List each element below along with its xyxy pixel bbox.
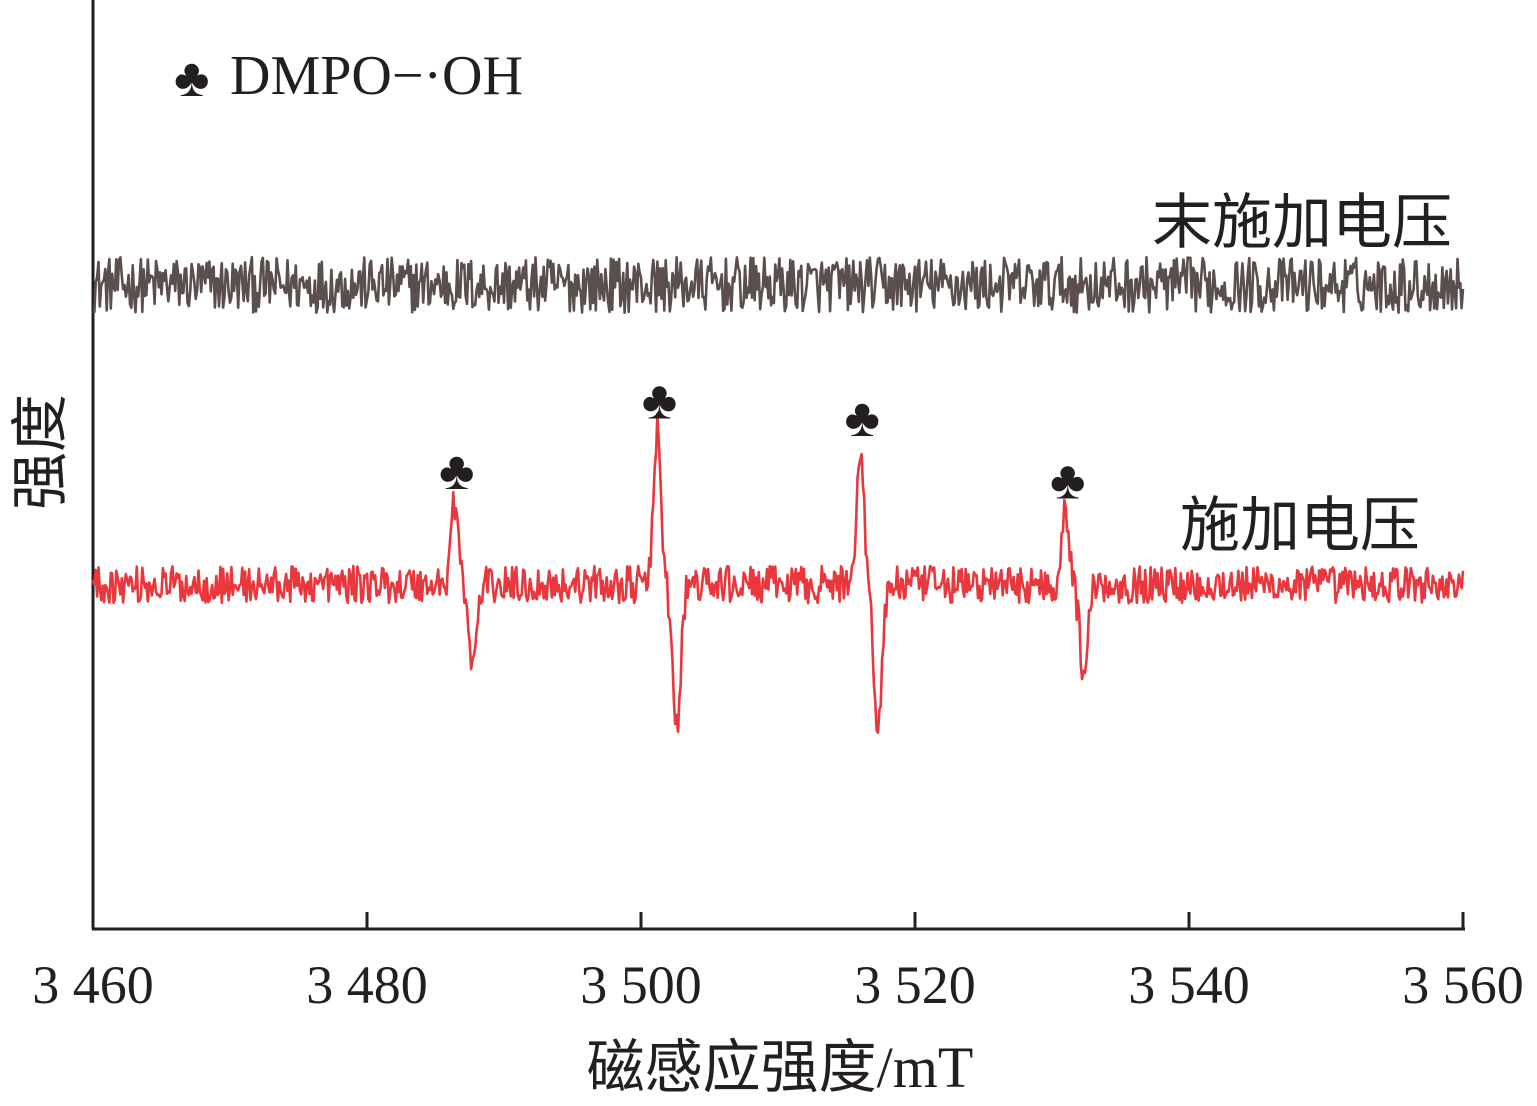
x-tick-label: 3 500 bbox=[580, 955, 702, 1015]
peak-marker-club-icon: ♣ bbox=[1050, 450, 1085, 510]
x-tick-label: 3 540 bbox=[1128, 955, 1250, 1015]
legend-label: DMPO−·OH bbox=[230, 45, 523, 107]
series-group bbox=[91, 255, 1465, 735]
legend: ♣ DMPO−·OH bbox=[174, 45, 523, 108]
x-tick-label: 3 480 bbox=[306, 955, 428, 1015]
series-label-no-voltage: 末施加电压 bbox=[1152, 190, 1452, 256]
peak-marker-club-icon: ♣ bbox=[844, 388, 879, 448]
series-line-1 bbox=[91, 412, 1465, 735]
legend-marker-icon: ♣ bbox=[174, 48, 209, 108]
y-axis-label: 强度 bbox=[8, 394, 73, 510]
axes bbox=[91, 0, 1465, 931]
peak-markers: ♣ ♣ ♣ ♣ bbox=[439, 371, 1085, 511]
x-ticks: 3 460 3 480 3 500 3 520 3 540 3 560 bbox=[32, 912, 1524, 1015]
peak-marker-club-icon: ♣ bbox=[642, 371, 677, 431]
x-tick-label: 3 560 bbox=[1402, 955, 1524, 1015]
series-label-voltage: 施加电压 bbox=[1180, 493, 1420, 559]
x-tick-label: 3 460 bbox=[32, 955, 154, 1015]
x-axis-label: 磁感应强度/mT bbox=[587, 1035, 974, 1100]
peak-marker-club-icon: ♣ bbox=[439, 441, 474, 501]
x-tick-label: 3 520 bbox=[854, 955, 976, 1015]
series-line-0 bbox=[92, 255, 1465, 315]
